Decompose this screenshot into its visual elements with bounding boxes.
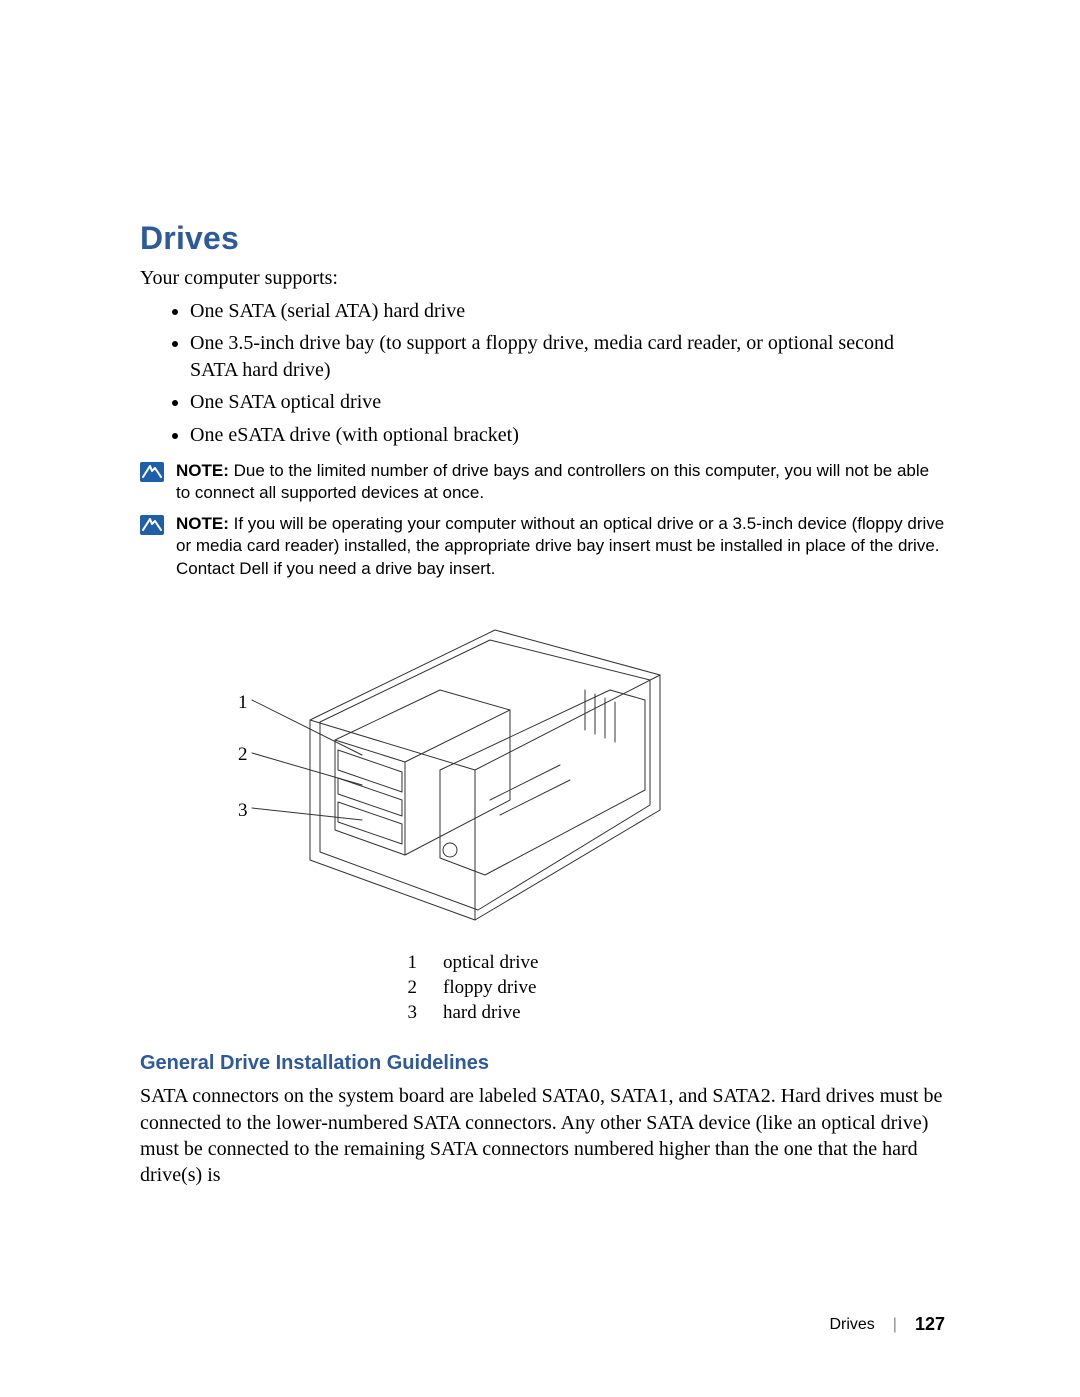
note-text: NOTE: Due to the limited number of drive… xyxy=(176,460,945,505)
section-title: Drives xyxy=(140,220,945,257)
list-item: One SATA optical drive xyxy=(190,389,945,415)
note-icon xyxy=(140,515,164,535)
subsection-heading: General Drive Installation Guidelines xyxy=(140,1052,945,1075)
note-body: If you will be operating your computer w… xyxy=(176,514,944,578)
note-label: NOTE: xyxy=(176,461,229,480)
chassis-figure: 1 2 3 xyxy=(140,600,940,940)
page: Drives Your computer supports: One SATA … xyxy=(0,0,1080,1397)
subsection-body: SATA connectors on the system board are … xyxy=(140,1083,945,1189)
list-item: One 3.5-inch drive bay (to support a flo… xyxy=(190,330,945,383)
legend-row: 3 hard drive xyxy=(405,1002,945,1024)
note-label: NOTE: xyxy=(176,514,229,533)
list-item: One SATA (serial ATA) hard drive xyxy=(190,298,945,324)
legend-num: 2 xyxy=(405,977,417,999)
figure-callout-2: 2 xyxy=(238,744,248,766)
note-icon xyxy=(140,462,164,482)
legend-label: floppy drive xyxy=(443,977,536,999)
page-footer: Drives | 127 xyxy=(829,1314,945,1335)
legend-num: 1 xyxy=(405,952,417,974)
figure-callout-3: 3 xyxy=(238,800,248,822)
note-block: NOTE: If you will be operating your comp… xyxy=(140,513,945,580)
supports-list: One SATA (serial ATA) hard drive One 3.5… xyxy=(140,298,945,448)
figure-legend: 1 optical drive 2 floppy drive 3 hard dr… xyxy=(405,952,945,1024)
list-item: One eSATA drive (with optional bracket) xyxy=(190,422,945,448)
legend-label: hard drive xyxy=(443,1002,521,1024)
chassis-drawing-icon xyxy=(140,600,940,940)
footer-divider-icon: | xyxy=(893,1316,897,1334)
note-text: NOTE: If you will be operating your comp… xyxy=(176,513,945,580)
figure-callout-1: 1 xyxy=(238,692,248,714)
intro-text: Your computer supports: xyxy=(140,267,945,290)
legend-row: 2 floppy drive xyxy=(405,977,945,999)
footer-section-label: Drives xyxy=(829,1316,874,1334)
legend-num: 3 xyxy=(405,1002,417,1024)
page-number: 127 xyxy=(915,1314,945,1335)
note-body: Due to the limited number of drive bays … xyxy=(176,461,929,502)
legend-row: 1 optical drive xyxy=(405,952,945,974)
note-block: NOTE: Due to the limited number of drive… xyxy=(140,460,945,505)
legend-label: optical drive xyxy=(443,952,539,974)
